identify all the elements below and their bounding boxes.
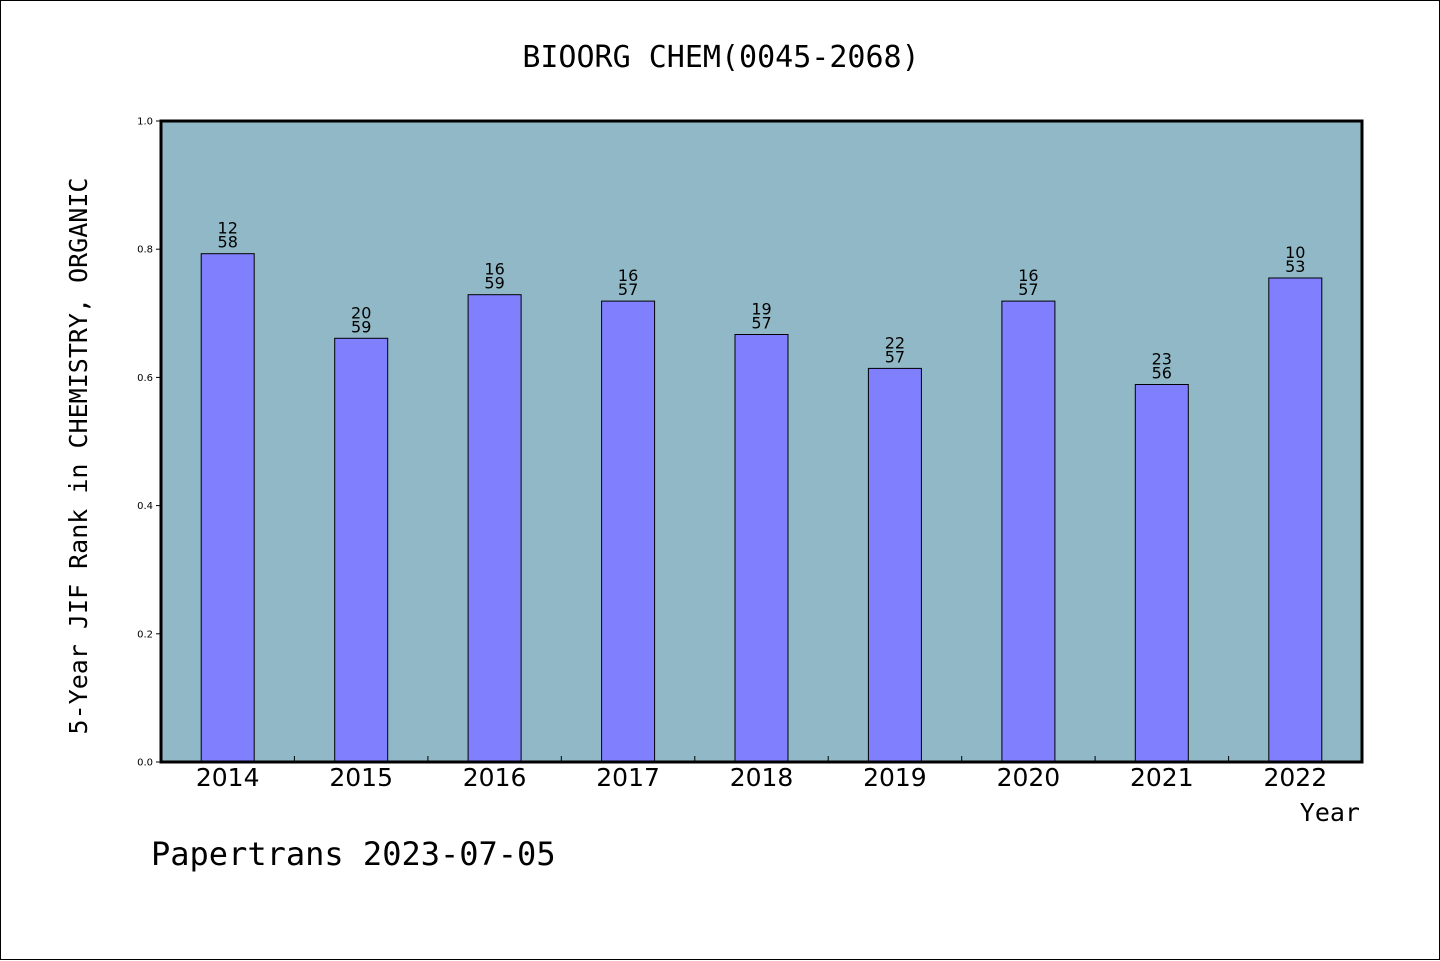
x-tick-label-2020: 2020: [997, 763, 1061, 792]
bar-label-total-2016: 59: [484, 274, 504, 293]
y-axis: 0.0 0.2 0.4 0.6 0.8 1.0: [137, 117, 161, 769]
bar-2020: [1001, 300, 1056, 763]
bar-2016: [467, 294, 522, 763]
footer-watermark: Papertrans 2023-07-05: [151, 835, 556, 873]
bar-2015: [334, 337, 389, 763]
chart-title: BIOORG CHEM(0045-2068): [522, 40, 919, 75]
bar-label-total-2015: 59: [351, 317, 371, 336]
x-tick-label-2019: 2019: [863, 763, 927, 792]
bar-label-rank-2016: 16: [484, 260, 504, 279]
bar-label-rank-2021: 23: [1152, 350, 1172, 369]
bar-2019: [867, 367, 922, 763]
bar-2014: [200, 253, 255, 763]
bar-2017: [601, 300, 656, 763]
y-tick-label: 1.0: [137, 117, 153, 128]
bar-label-total-2020: 57: [1018, 280, 1038, 299]
bar-label-rank-2015: 20: [351, 303, 371, 322]
bar-label-rank-2020: 16: [1018, 266, 1038, 285]
bar-2022: [1268, 277, 1323, 763]
plot-border: [159, 119, 1364, 764]
x-axis: 2014 2015 2016 2017 2018 2019 2020 2021 2022: [196, 756, 1327, 792]
bar-label-total-2019: 57: [885, 347, 905, 366]
bar-2018: [734, 334, 789, 763]
bar-label-total-2014: 58: [218, 233, 238, 252]
bar-label-total-2017: 57: [618, 280, 638, 299]
bar-label-total-2021: 56: [1152, 364, 1172, 383]
bar-label-rank-2014: 12: [218, 219, 238, 238]
x-tick-label-2021: 2021: [1130, 763, 1194, 792]
y-tick-label: 0.8: [137, 245, 153, 256]
bar-2021: [1134, 384, 1189, 763]
y-tick-label: 0.0: [137, 758, 153, 769]
bar-label-rank-2017: 16: [618, 266, 638, 285]
x-tick-label-2017: 2017: [596, 763, 660, 792]
y-tick-label: 0.6: [137, 373, 153, 384]
bar-label-total-2022: 53: [1285, 257, 1305, 276]
y-tick-label: 0.4: [137, 501, 153, 512]
x-tick-label-2018: 2018: [730, 763, 794, 792]
bar-label-total-2018: 57: [751, 314, 771, 333]
bars-group: [200, 253, 1323, 763]
bar-label-rank-2019: 22: [885, 333, 905, 352]
bar-label-rank-2018: 19: [751, 300, 771, 319]
x-tick-label-2014: 2014: [196, 763, 260, 792]
y-tick-label: 0.2: [137, 629, 153, 640]
x-axis-label: Year: [1300, 798, 1360, 827]
x-tick-label-2015: 2015: [329, 763, 393, 792]
bar-label-rank-2022: 10: [1285, 243, 1305, 262]
x-tick-label-2022: 2022: [1263, 763, 1327, 792]
x-tick-label-2016: 2016: [463, 763, 527, 792]
y-axis-label: 5-Year JIF Rank in CHEMISTRY, ORGANIC: [64, 178, 93, 735]
